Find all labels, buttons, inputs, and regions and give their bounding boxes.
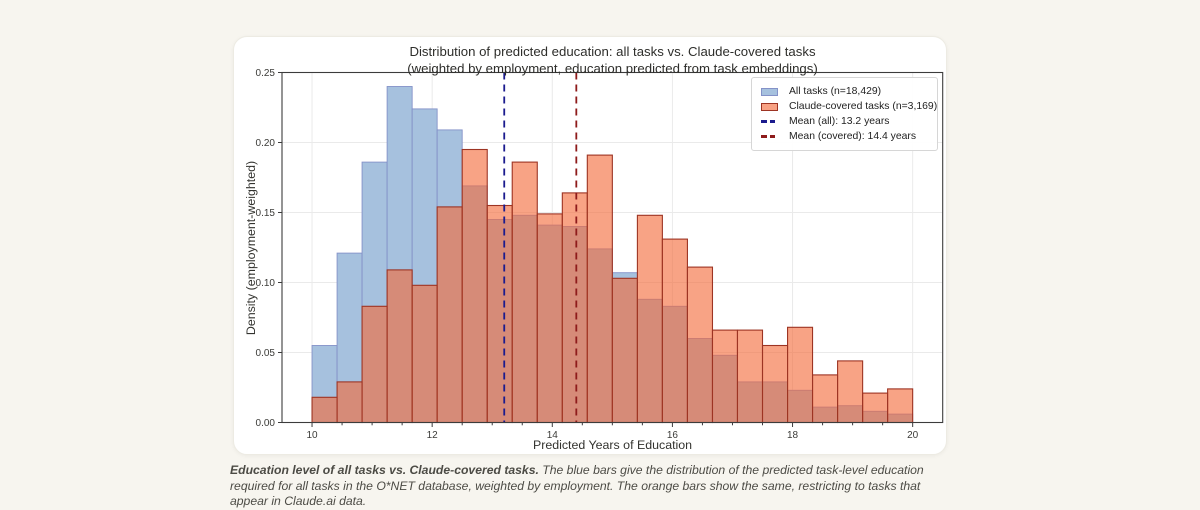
education-histogram-chart: 10 12 14 16 18 20 0.00 0.05 0.10 0.15 0.20 0.25 <box>256 68 944 441</box>
legend-item: Mean (covered): 14.4 years <box>761 129 929 144</box>
axis-ticks <box>278 72 914 427</box>
legend-item: All tasks (n=18,429) <box>761 84 929 99</box>
legend-label: Claude-covered tasks (n=3,169) <box>789 101 938 112</box>
histogram-bar <box>736 329 764 424</box>
legend-dash-mean-covered <box>761 135 778 138</box>
histogram-bar <box>461 148 488 424</box>
histogram-bar <box>862 392 889 424</box>
x-tick-label: 18 <box>787 430 799 441</box>
chart-title-line2: (weighted by employment, education predi… <box>407 61 818 76</box>
histogram-bar <box>837 360 864 424</box>
histogram-bar <box>787 326 814 424</box>
y-tick-label: 0.20 <box>256 138 276 149</box>
chart-title-line1: Distribution of predicted education: all… <box>409 44 816 59</box>
chart-title: Distribution of predicted education: all… <box>282 43 943 77</box>
legend-label: Mean (covered): 14.4 years <box>789 131 917 142</box>
histogram-bar <box>336 381 363 424</box>
figure-caption: Education level of all tasks vs. Claude-… <box>230 463 932 510</box>
legend-swatch-all-tasks <box>761 87 778 96</box>
x-axis-label: Predicted Years of Education <box>532 438 693 452</box>
y-tick-label: 0.10 <box>256 278 276 289</box>
histogram-bar <box>611 277 638 424</box>
legend-label: All tasks (n=18,429) <box>789 86 882 97</box>
y-tick-label: 0.15 <box>256 208 276 219</box>
y-tick-label: 0.05 <box>256 348 276 359</box>
axis-tick-labels: 10 12 14 16 18 20 0.00 0.05 0.10 0.15 0.20 0.25 <box>256 68 919 441</box>
histogram-bar <box>361 305 388 424</box>
histogram-bar <box>811 374 839 424</box>
histogram-bar <box>436 206 463 424</box>
x-tick-label: 10 <box>306 430 318 441</box>
x-tick-label: 14 <box>547 430 559 441</box>
histogram-bar <box>711 329 739 424</box>
histogram-bar <box>536 213 563 424</box>
histogram-bar <box>511 161 538 424</box>
y-tick-label: 0.00 <box>256 418 276 429</box>
histogram-bar <box>386 269 413 424</box>
x-tick-label: 16 <box>667 430 679 441</box>
histogram-bar <box>486 204 513 424</box>
legend-item: Mean (all): 13.2 years <box>761 114 929 129</box>
histogram-bar <box>761 344 789 424</box>
x-tick-label: 20 <box>907 430 919 441</box>
histogram-bar <box>561 192 588 424</box>
histogram-bar <box>661 238 688 424</box>
chart-legend: All tasks (n=18,429) Claude-covered tasks… <box>751 77 938 151</box>
legend-label: Mean (all): 13.2 years <box>789 116 890 127</box>
histogram-bar <box>411 284 438 424</box>
histogram-bar <box>311 396 338 424</box>
x-tick-label: 12 <box>427 430 439 441</box>
legend-item: Claude-covered tasks (n=3,169) <box>761 99 937 114</box>
histogram-bar <box>686 266 714 424</box>
figure-caption-bold: Education level of all tasks vs. Claude-… <box>230 463 539 477</box>
chart-card: 10 12 14 16 18 20 0.00 0.05 0.10 0.15 0.20 0.25 Dis… <box>233 36 947 455</box>
covered-tasks-bars <box>311 148 914 424</box>
legend-dash-mean-all <box>761 120 778 123</box>
legend-swatch-covered-tasks <box>761 102 778 111</box>
y-axis-label: Density (employment-weighted) <box>244 160 258 336</box>
histogram-bar <box>636 214 663 424</box>
histogram-bar <box>586 154 613 424</box>
histogram-bar <box>887 388 914 424</box>
y-tick-label: 0.25 <box>256 68 276 79</box>
figure-caption-text: The blue bars give the distribution of t… <box>230 463 924 509</box>
